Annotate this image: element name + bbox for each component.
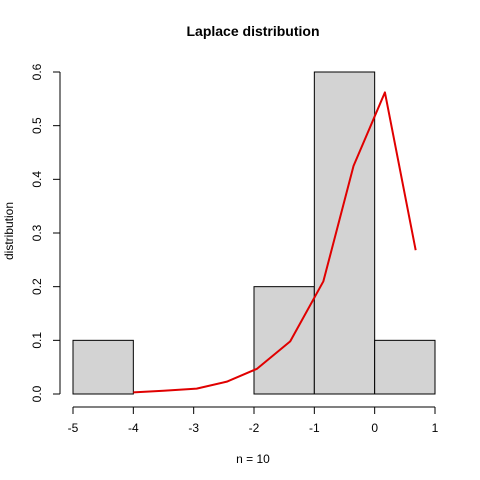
y-tick-label: 0.0 <box>30 385 44 402</box>
y-tick-label: 0.1 <box>30 332 44 349</box>
x-tick-label: -2 <box>249 421 260 435</box>
x-tick-label: -1 <box>309 421 320 435</box>
y-tick-label: 0.3 <box>30 224 44 241</box>
x-axis: -5 -4 -3 -2 -1 0 1 <box>68 406 439 435</box>
x-tick-label: -4 <box>128 421 139 435</box>
y-tick-label: 0.4 <box>30 171 44 188</box>
y-axis-label: distribution <box>2 202 16 260</box>
x-tick-label: -5 <box>68 421 79 435</box>
histogram-bars <box>72 71 436 395</box>
chart-title: Laplace distribution <box>186 23 319 39</box>
y-tick-label: 0.6 <box>30 63 44 80</box>
histogram-bar <box>313 71 376 395</box>
y-axis: 0.0 0.1 0.2 0.3 0.4 0.5 0.6 <box>30 63 61 402</box>
x-tick-label: -3 <box>188 421 199 435</box>
histogram-bar <box>72 339 134 395</box>
y-tick-label: 0.5 <box>30 117 44 134</box>
density-curve-group <box>133 91 417 394</box>
x-tick-label: 1 <box>432 421 439 435</box>
histogram-bar <box>374 339 436 395</box>
histogram-bar <box>253 286 315 395</box>
x-tick-label: 0 <box>371 421 378 435</box>
y-tick-label: 0.2 <box>30 278 44 295</box>
density-curve <box>133 91 417 394</box>
x-axis-label: n = 10 <box>236 452 270 466</box>
